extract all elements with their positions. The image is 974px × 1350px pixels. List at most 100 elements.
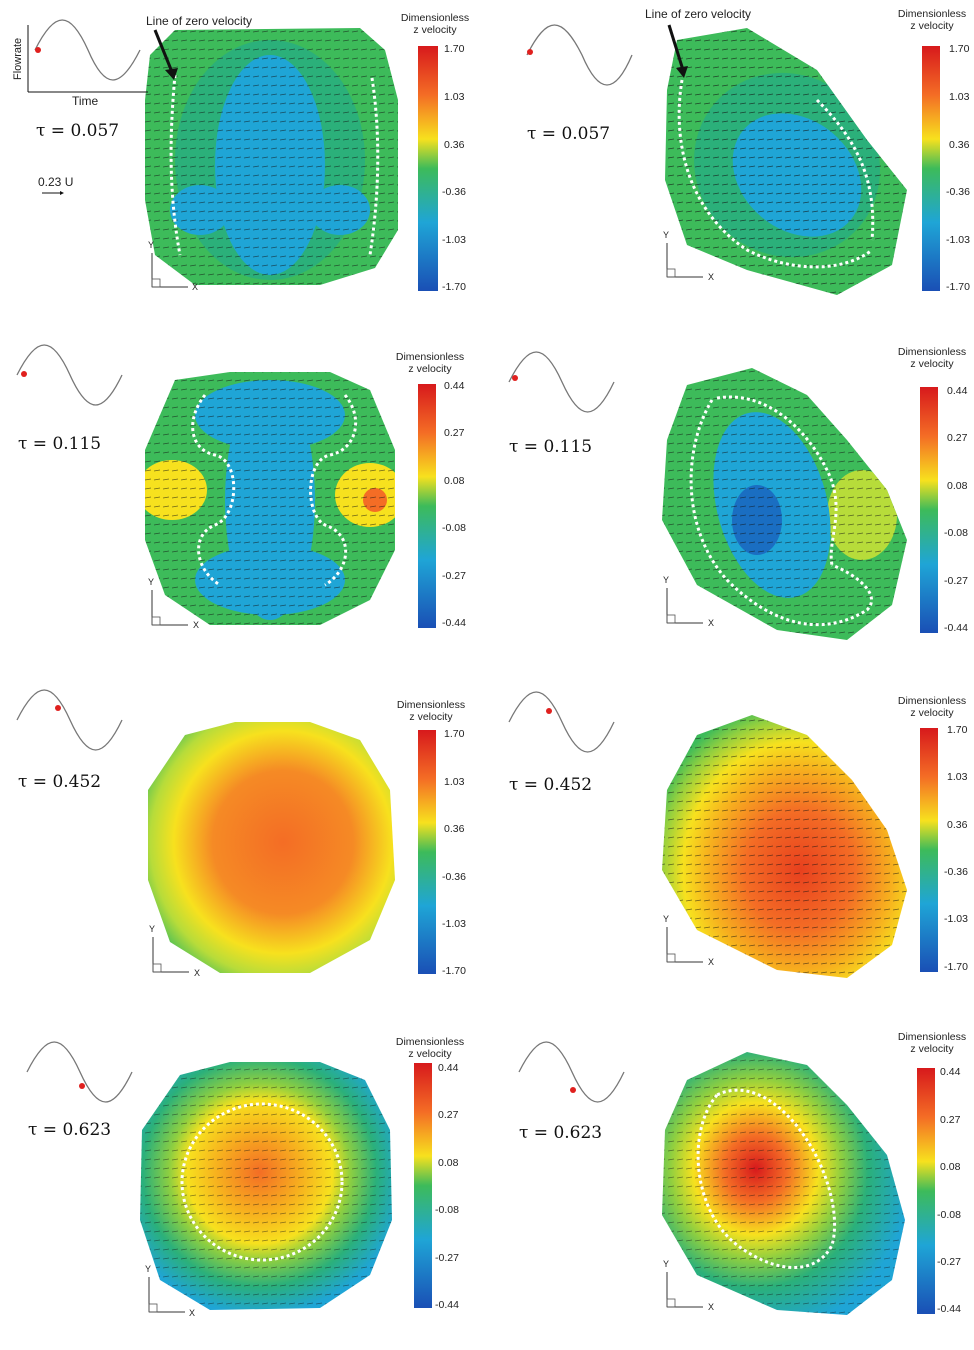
colorbar [922, 46, 940, 291]
colorbar-tick: 0.08 [947, 480, 968, 492]
colorbar-tick: -0.44 [937, 1303, 961, 1315]
colorbar-tick: 0.44 [438, 1062, 459, 1074]
axis-x-label: X [189, 1308, 195, 1318]
colorbar-title: Dimensionless z velocity [395, 351, 465, 375]
axis-x-label: X [708, 1302, 714, 1312]
field-plot: Y X [16, 344, 436, 630]
axis-y-label: Y [663, 230, 669, 240]
colorbar-tick: 0.27 [444, 427, 465, 439]
axis-y-label: Y [148, 240, 154, 250]
colorbar-tick: 1.03 [444, 91, 465, 103]
field-plot: Y X [518, 1041, 935, 1315]
colorbar-tick: 0.08 [438, 1157, 459, 1169]
colorbar-tick: -0.36 [442, 871, 466, 883]
colorbar-tick: -0.08 [435, 1204, 459, 1216]
panel-row2-right: Y X τ = 0.115 Dimensionless z velocity 0.… [487, 340, 974, 670]
tau-label: τ = 0.452 [18, 772, 102, 792]
colorbar [418, 384, 436, 628]
colorbar [920, 728, 938, 972]
tau-label: τ = 0.115 [18, 434, 102, 454]
axis-y-label: Y [663, 575, 669, 585]
scale-arrow-label: 0.23 U [38, 175, 74, 189]
colorbar-tick: 0.36 [947, 819, 968, 831]
colorbar-tick: -0.44 [944, 622, 968, 634]
zero-velocity-annotation: Line of zero velocity [645, 7, 752, 21]
axis-y-label: Y [663, 914, 669, 924]
colorbar-title: Dimensionless z velocity [400, 12, 470, 36]
panel-row1-right: Y X Line of zero velocity τ = 0.057 Dime… [487, 0, 974, 330]
inset-xlabel: Time [72, 94, 99, 108]
colorbar-tick: 1.70 [444, 43, 465, 55]
colorbar-tick: -1.70 [944, 961, 968, 973]
axis-y-label: Y [148, 577, 154, 587]
axis-x-label: X [708, 618, 714, 628]
field-plot: Y X [526, 24, 940, 295]
colorbar-tick: -1.70 [442, 281, 466, 293]
panel-row3-right: Y X τ = 0.452 Dimensionless z velocity 1.… [487, 680, 974, 1010]
tau-label: τ = 0.115 [509, 437, 593, 457]
colorbar-tick: -0.27 [435, 1252, 459, 1264]
colorbar-tick: -1.03 [442, 918, 466, 930]
colorbar-tick: 0.08 [444, 475, 465, 487]
tau-label: τ = 0.057 [527, 124, 611, 144]
colorbar-tick: 1.03 [947, 771, 968, 783]
panel-row1-left: Y X Flowrate Time Line of zero velocity … [0, 0, 487, 330]
colorbar-tick: -0.27 [442, 570, 466, 582]
axis-x-label: X [193, 620, 199, 630]
panel-row3-left: Y X τ = 0.452 Dimensionless z velocity 1.… [0, 680, 487, 1010]
colorbar-tick: -1.03 [944, 913, 968, 925]
axis-x-label: X [194, 968, 200, 978]
colorbar-tick: -0.08 [937, 1209, 961, 1221]
field-plot: Y X [508, 351, 938, 640]
colorbar-tick: -0.36 [944, 866, 968, 878]
colorbar-tick: 1.03 [444, 776, 465, 788]
field-plot: Y X [16, 689, 436, 978]
colorbar-tick: -0.36 [946, 186, 970, 198]
colorbar-title: Dimensionless z velocity [897, 695, 967, 719]
colorbar-title: Dimensionless z velocity [897, 346, 967, 370]
colorbar [418, 730, 436, 974]
colorbar-tick: -1.70 [946, 281, 970, 293]
colorbar-tick: 1.70 [444, 728, 465, 740]
axis-y-label: Y [145, 1264, 151, 1274]
colorbar [920, 387, 938, 633]
field-plot: Y X [27, 19, 438, 292]
colorbar-tick: 0.36 [444, 139, 465, 151]
tau-label: τ = 0.623 [519, 1123, 603, 1143]
tau-label: τ = 0.057 [36, 121, 120, 141]
colorbar-tick: -0.27 [944, 575, 968, 587]
panel-row4-right: Y X τ = 0.623 Dimensionless z velocity 0.… [487, 1020, 974, 1319]
colorbar-tick: 1.70 [947, 724, 968, 736]
inset-ylabel: Flowrate [12, 37, 24, 80]
zero-velocity-annotation: Line of zero velocity [146, 14, 253, 28]
colorbar-tick: 1.70 [949, 43, 970, 55]
axis-y-label: Y [149, 924, 155, 934]
colorbar-title: Dimensionless z velocity [897, 1031, 967, 1055]
colorbar-tick: 1.03 [949, 91, 970, 103]
colorbar-tick: -0.08 [944, 527, 968, 539]
colorbar-title: Dimensionless z velocity [396, 699, 466, 723]
field-plot: Y X [26, 1041, 432, 1318]
colorbar-tick: -0.36 [442, 186, 466, 198]
panel-row2-left: Y X τ = 0.115 Dimensionless z velocity 0.… [0, 340, 487, 670]
tau-label: τ = 0.452 [509, 775, 593, 795]
colorbar-tick: 0.44 [444, 380, 465, 392]
colorbar-tick: 0.27 [940, 1114, 961, 1126]
colorbar-tick: -1.03 [442, 234, 466, 246]
colorbar-tick: 0.36 [949, 139, 970, 151]
axis-x-label: X [192, 282, 198, 292]
colorbar-tick: 0.27 [438, 1109, 459, 1121]
colorbar-tick: -0.44 [442, 617, 466, 629]
axis-y-label: Y [663, 1259, 669, 1269]
panel-row4-left: Y X τ = 0.623 Dimensionless z velocity 0.… [0, 1020, 487, 1350]
tau-label: τ = 0.623 [28, 1120, 112, 1140]
axis-x-label: X [708, 957, 714, 967]
colorbar-tick: -1.03 [946, 234, 970, 246]
colorbar [917, 1068, 935, 1314]
colorbar-tick: 0.36 [444, 823, 465, 835]
colorbar [418, 46, 438, 291]
axis-x-label: X [708, 272, 714, 282]
colorbar-title: Dimensionless z velocity [897, 8, 967, 32]
colorbar [414, 1063, 432, 1308]
colorbar-title: Dimensionless z velocity [395, 1036, 465, 1060]
